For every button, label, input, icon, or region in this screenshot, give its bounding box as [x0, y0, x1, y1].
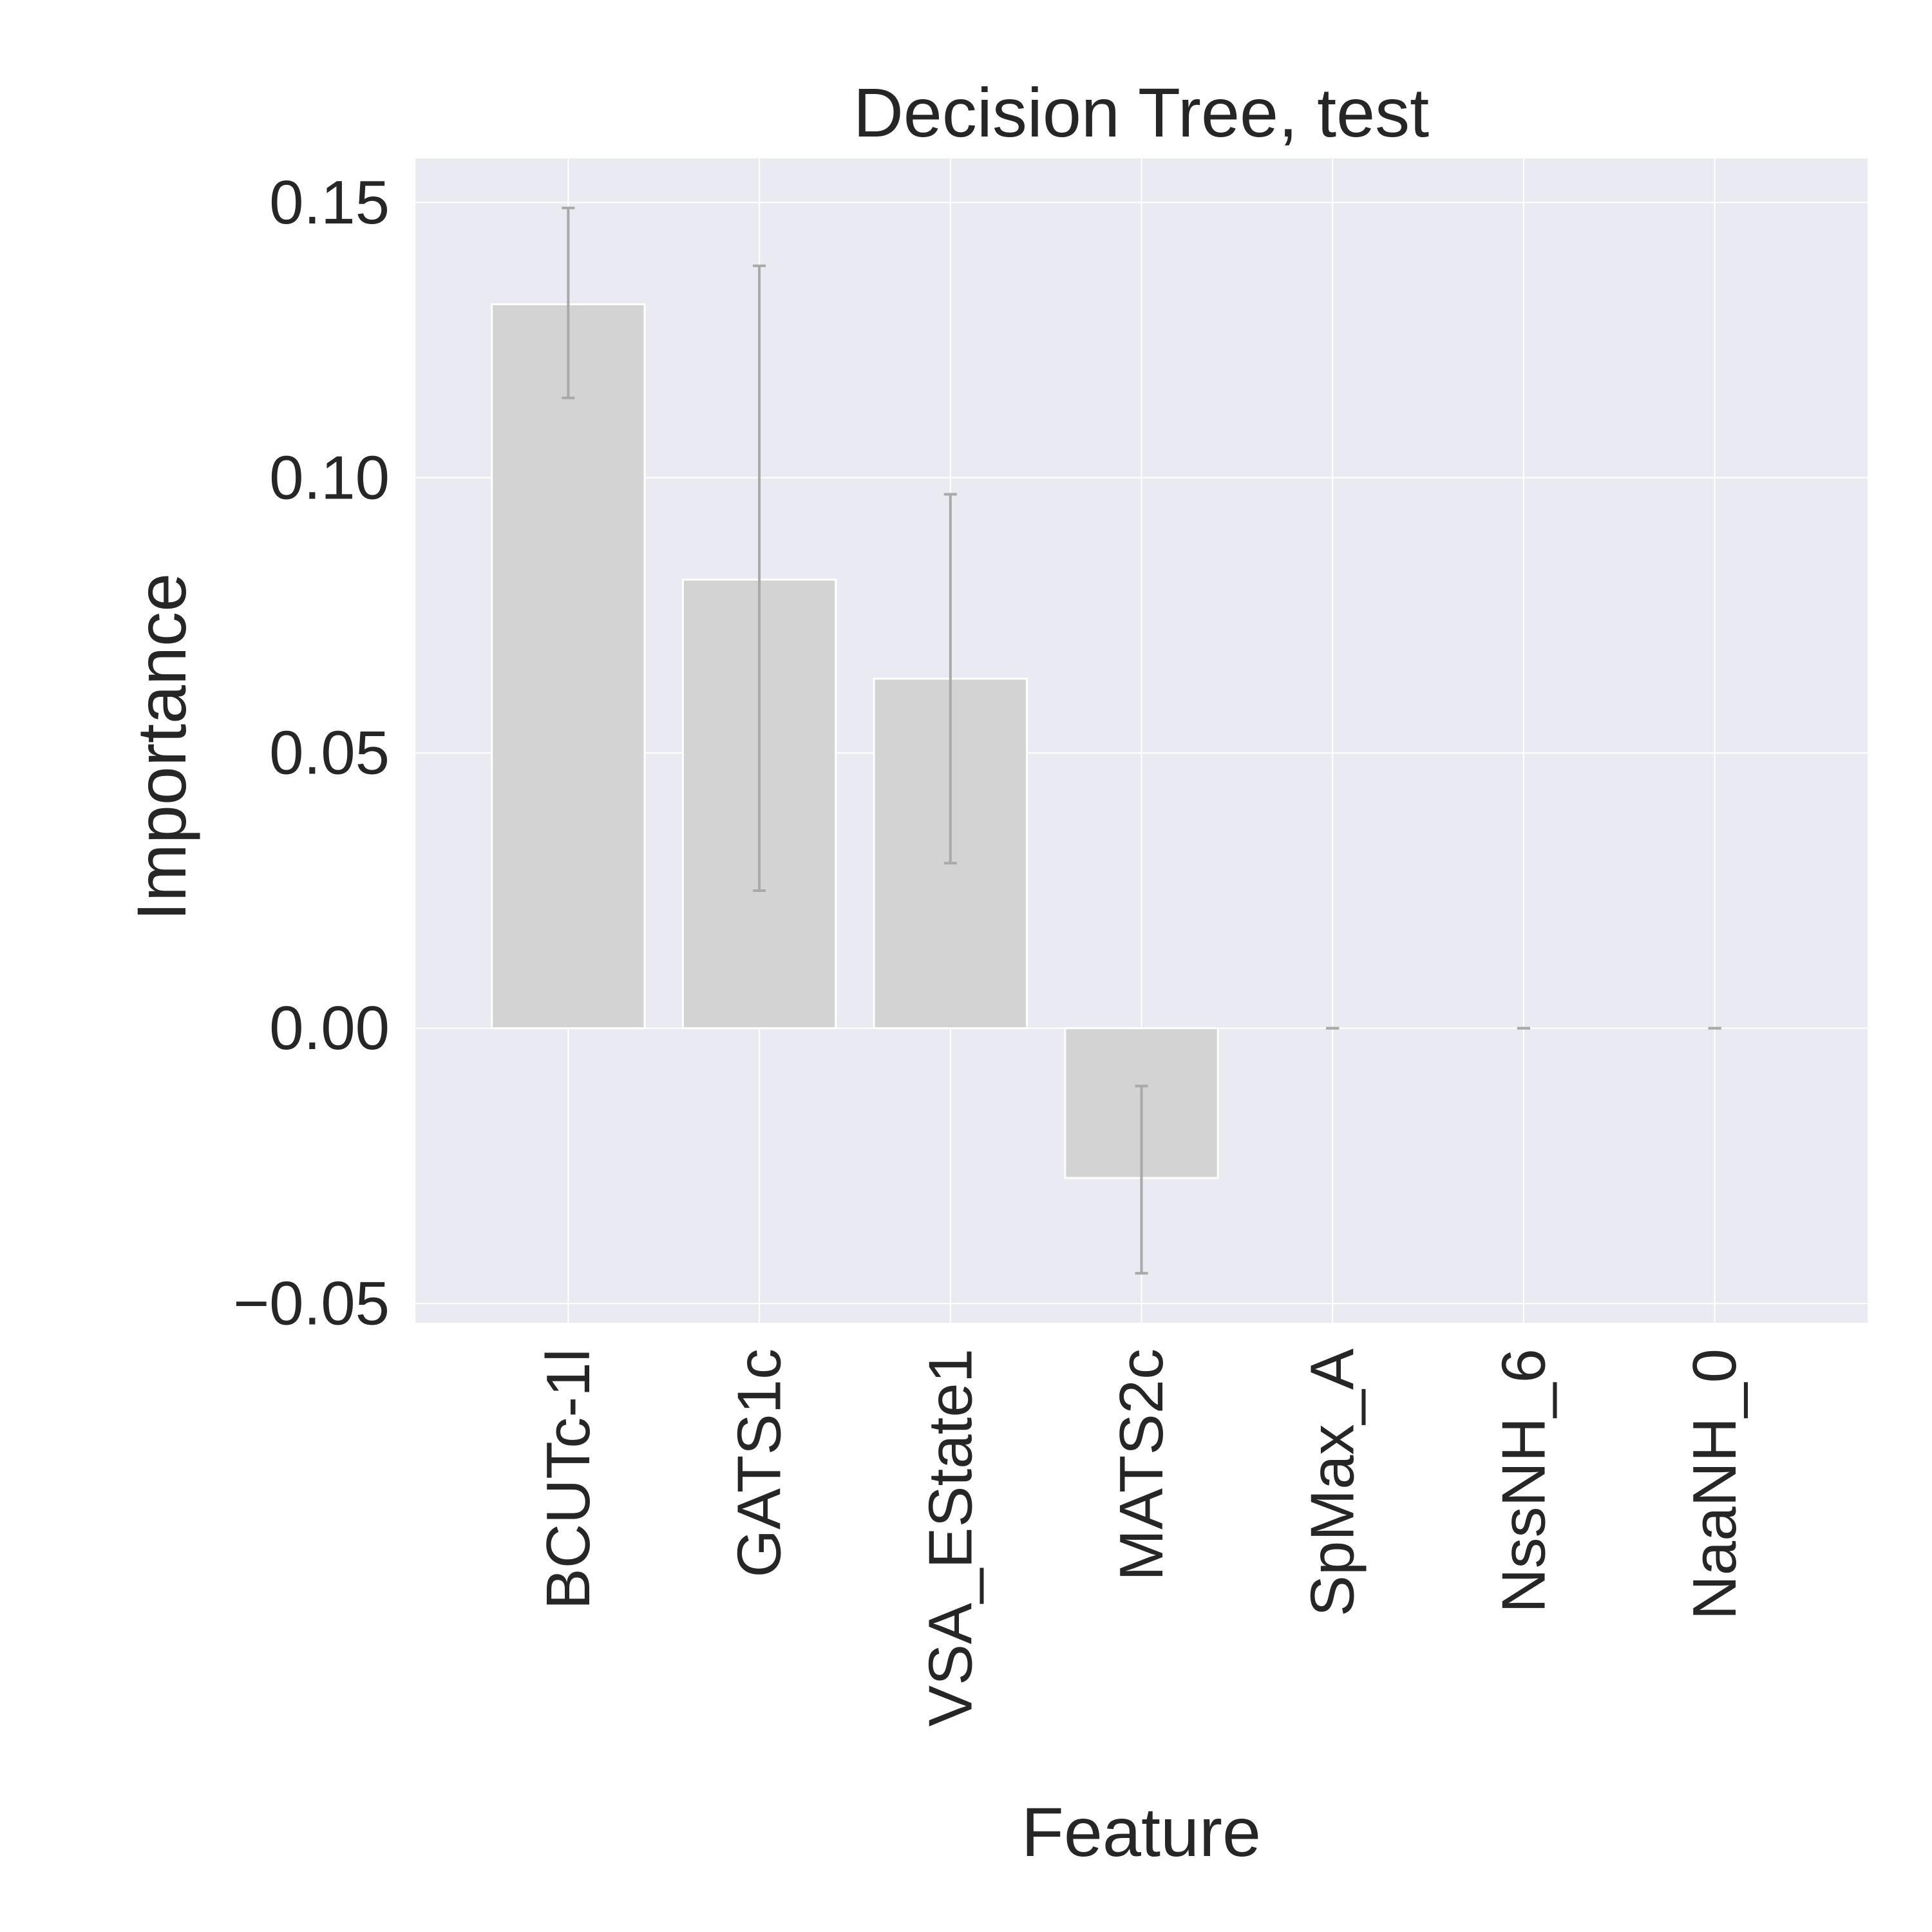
y-tick-label: 0.00: [269, 994, 390, 1063]
x-tick-label: MATS2c: [1107, 1349, 1176, 1581]
x-tick-label: VSA_EState1: [916, 1349, 985, 1727]
error-bars: [562, 206, 1721, 1275]
x-tick-label: BCUTc-1l: [534, 1349, 603, 1609]
y-tick-label: 0.15: [269, 168, 390, 237]
y-axis-label: Importance: [122, 573, 200, 921]
x-tick-labels: BCUTc-1l GATS1c VSA_EState1 MATS2c SpMax_A Ns…: [534, 1349, 1749, 1727]
y-tick-labels: −0.05 0.00 0.05 0.10 0.15: [233, 168, 390, 1338]
y-tick-label: −0.05: [233, 1269, 390, 1338]
x-tick-label: NssNH_6: [1489, 1349, 1558, 1613]
bar: [491, 303, 646, 1030]
x-tick-label: NaaNH_0: [1680, 1349, 1749, 1620]
y-tick-label: 0.05: [269, 719, 390, 788]
chart-title: Decision Tree, test: [853, 73, 1429, 151]
x-axis-label: Feature: [1021, 1793, 1261, 1871]
y-tick-label: 0.10: [269, 443, 390, 512]
x-tick-label: SpMax_A: [1298, 1349, 1367, 1616]
x-tick-label: GATS1c: [725, 1349, 794, 1578]
bars: [491, 303, 1219, 1179]
